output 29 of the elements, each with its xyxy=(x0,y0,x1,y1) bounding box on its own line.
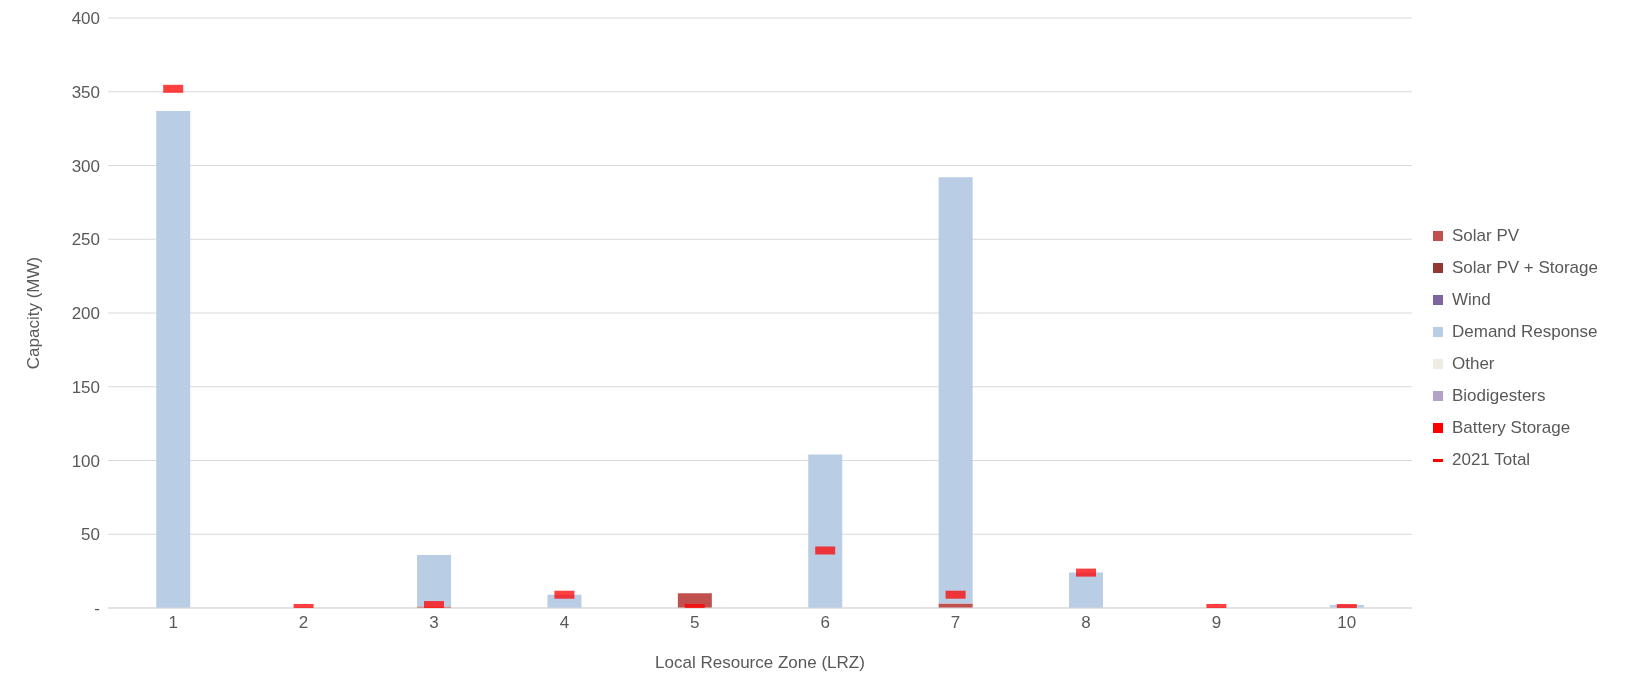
y-tick-label: 250 xyxy=(71,230,100,250)
x-tick-label: 5 xyxy=(690,613,700,633)
legend-label: Battery Storage xyxy=(1451,418,1571,438)
x-tick-label: 7 xyxy=(950,613,961,633)
x-axis-title: Local Resource Zone (LRZ) xyxy=(655,653,865,672)
x-tick-label: 4 xyxy=(559,613,570,633)
legend-label: 2021 Total xyxy=(1451,450,1531,470)
legend-label: Solar PV xyxy=(1451,226,1520,246)
y-tick-label: - xyxy=(94,599,100,619)
y-tick-label: 350 xyxy=(71,82,100,102)
x-tick-label: 1 xyxy=(168,613,178,633)
x-tick-label: 6 xyxy=(820,613,830,633)
x-tick-label: 10 xyxy=(1337,613,1357,633)
legend-label: Biodigesters xyxy=(1451,386,1546,406)
x-tick-label: 2 xyxy=(298,613,309,633)
y-tick-label: 300 xyxy=(71,156,100,176)
y-tick-label: 400 xyxy=(71,9,100,29)
y-tick-label: 100 xyxy=(71,451,100,471)
legend-label: Other xyxy=(1451,354,1495,374)
x-tick-label: 9 xyxy=(1211,613,1222,633)
legend-label: Wind xyxy=(1451,290,1491,310)
y-tick-label: 150 xyxy=(71,377,100,397)
x-tick-label: 3 xyxy=(429,613,439,633)
y-tick-label: 200 xyxy=(71,304,100,324)
legend-label: Solar PV + Storage xyxy=(1451,258,1598,278)
y-tick-label: 50 xyxy=(81,525,100,545)
legend-label: Demand Response xyxy=(1451,322,1598,342)
y-axis-title: Capacity (MW) xyxy=(24,256,44,370)
x-tick-label: 8 xyxy=(1081,613,1091,633)
